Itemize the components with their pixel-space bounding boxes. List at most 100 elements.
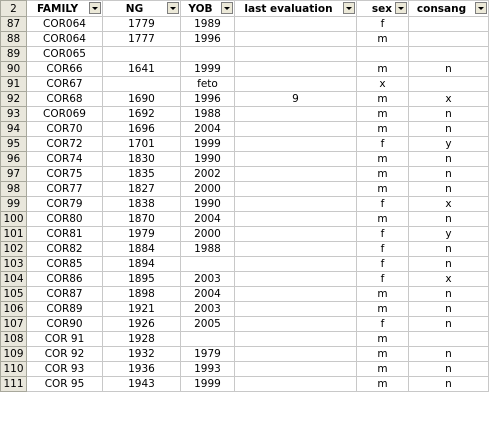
last-evaluation-cell[interactable]	[234, 361, 357, 377]
row-number[interactable]: 93	[0, 106, 27, 122]
sex-cell[interactable]: f	[356, 226, 409, 242]
yob-cell[interactable]: 1990	[180, 151, 235, 167]
row-number-header[interactable]: 2	[0, 0, 27, 17]
consang-cell[interactable]: x	[408, 91, 489, 107]
ng-cell[interactable]: 1690	[102, 91, 181, 107]
filter-dropdown-icon[interactable]	[89, 2, 101, 14]
family-cell[interactable]: COR89	[26, 301, 103, 317]
consang-cell[interactable]: n	[408, 211, 489, 227]
sex-cell[interactable]: f	[356, 16, 409, 32]
row-number[interactable]: 109	[0, 346, 27, 362]
sex-cell[interactable]: m	[356, 166, 409, 182]
yob-cell[interactable]: 1989	[180, 16, 235, 32]
consang-cell[interactable]: n	[408, 256, 489, 272]
row-number[interactable]: 94	[0, 121, 27, 137]
yob-cell[interactable]: 1979	[180, 346, 235, 362]
last-evaluation-cell[interactable]	[234, 271, 357, 287]
consang-cell[interactable]	[408, 46, 489, 62]
yob-cell[interactable]: 1996	[180, 31, 235, 47]
sex-cell[interactable]	[356, 46, 409, 62]
ng-cell[interactable]: 1835	[102, 166, 181, 182]
ng-cell[interactable]: 1777	[102, 31, 181, 47]
sex-cell[interactable]: f	[356, 271, 409, 287]
sex-cell[interactable]: m	[356, 106, 409, 122]
row-number[interactable]: 98	[0, 181, 27, 197]
sex-cell[interactable]: m	[356, 376, 409, 392]
ng-cell[interactable]: 1827	[102, 181, 181, 197]
family-cell[interactable]: COR 93	[26, 361, 103, 377]
row-number[interactable]: 103	[0, 256, 27, 272]
yob-cell[interactable]: feto	[180, 76, 235, 92]
family-cell[interactable]: COR80	[26, 211, 103, 227]
row-number[interactable]: 107	[0, 316, 27, 332]
family-cell[interactable]: COR064	[26, 16, 103, 32]
last-evaluation-cell[interactable]	[234, 211, 357, 227]
consang-cell[interactable]: n	[408, 346, 489, 362]
row-number[interactable]: 111	[0, 376, 27, 392]
consang-cell[interactable]	[408, 76, 489, 92]
family-cell[interactable]: COR 92	[26, 346, 103, 362]
consang-cell[interactable]: n	[408, 286, 489, 302]
row-number[interactable]: 99	[0, 196, 27, 212]
consang-cell[interactable]: n	[408, 151, 489, 167]
filter-dropdown-icon[interactable]	[395, 2, 407, 14]
row-number[interactable]: 91	[0, 76, 27, 92]
yob-cell[interactable]: 2000	[180, 226, 235, 242]
last-evaluation-cell[interactable]	[234, 61, 357, 77]
row-number[interactable]: 105	[0, 286, 27, 302]
last-evaluation-cell[interactable]	[234, 16, 357, 32]
sex-cell[interactable]: m	[356, 61, 409, 77]
last-evaluation-cell[interactable]	[234, 196, 357, 212]
yob-cell[interactable]: 1988	[180, 106, 235, 122]
family-cell[interactable]: COR77	[26, 181, 103, 197]
consang-cell[interactable]: n	[408, 361, 489, 377]
sex-cell[interactable]: f	[356, 316, 409, 332]
sex-cell[interactable]: m	[356, 331, 409, 347]
sex-cell[interactable]: m	[356, 211, 409, 227]
sex-cell[interactable]: f	[356, 241, 409, 257]
last-evaluation-cell[interactable]	[234, 166, 357, 182]
last-evaluation-cell[interactable]	[234, 151, 357, 167]
family-cell[interactable]: COR064	[26, 31, 103, 47]
row-number[interactable]: 90	[0, 61, 27, 77]
row-number[interactable]: 101	[0, 226, 27, 242]
ng-cell[interactable]: 1701	[102, 136, 181, 152]
family-cell[interactable]: COR 91	[26, 331, 103, 347]
row-number[interactable]: 110	[0, 361, 27, 377]
ng-cell[interactable]: 1943	[102, 376, 181, 392]
consang-cell[interactable]: n	[408, 181, 489, 197]
yob-cell[interactable]: 1990	[180, 196, 235, 212]
sex-cell[interactable]: x	[356, 76, 409, 92]
last-evaluation-cell[interactable]	[234, 181, 357, 197]
ng-cell[interactable]: 1895	[102, 271, 181, 287]
last-evaluation-cell[interactable]	[234, 121, 357, 137]
last-evaluation-cell[interactable]	[234, 286, 357, 302]
sex-cell[interactable]: m	[356, 301, 409, 317]
last-evaluation-cell[interactable]	[234, 226, 357, 242]
ng-cell[interactable]	[102, 76, 181, 92]
ng-cell[interactable]: 1696	[102, 121, 181, 137]
ng-cell[interactable]: 1838	[102, 196, 181, 212]
family-cell[interactable]: COR68	[26, 91, 103, 107]
last-evaluation-cell[interactable]	[234, 31, 357, 47]
row-number[interactable]: 106	[0, 301, 27, 317]
yob-cell[interactable]: 2003	[180, 271, 235, 287]
row-number[interactable]: 95	[0, 136, 27, 152]
last-evaluation-cell[interactable]	[234, 106, 357, 122]
yob-cell[interactable]: 2002	[180, 166, 235, 182]
yob-cell[interactable]: 1988	[180, 241, 235, 257]
consang-cell[interactable]	[408, 331, 489, 347]
ng-cell[interactable]: 1779	[102, 16, 181, 32]
family-cell[interactable]: COR065	[26, 46, 103, 62]
consang-cell[interactable]: n	[408, 376, 489, 392]
last-evaluation-cell[interactable]	[234, 316, 357, 332]
ng-cell[interactable]: 1921	[102, 301, 181, 317]
row-number[interactable]: 102	[0, 241, 27, 257]
last-evaluation-cell[interactable]	[234, 301, 357, 317]
sex-cell[interactable]: f	[356, 256, 409, 272]
last-evaluation-cell[interactable]	[234, 136, 357, 152]
row-number[interactable]: 108	[0, 331, 27, 347]
ng-cell[interactable]: 1932	[102, 346, 181, 362]
row-number[interactable]: 87	[0, 16, 27, 32]
ng-cell[interactable]: 1884	[102, 241, 181, 257]
